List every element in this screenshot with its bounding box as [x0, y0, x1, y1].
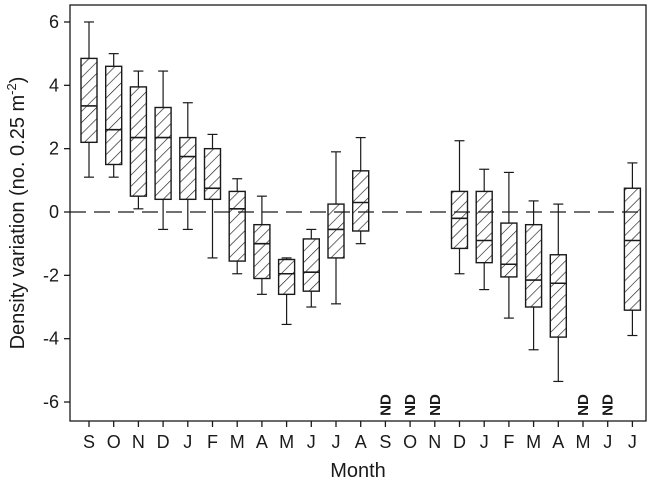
y-axis-title-close: ): [7, 77, 29, 84]
iqr-box: [450, 190, 469, 250]
box-group: [179, 102, 197, 231]
x-tick-label: A: [256, 432, 268, 452]
box-group: [352, 136, 370, 245]
iqr-box: [327, 203, 345, 259]
box-group: [549, 203, 567, 383]
x-tick-label: D: [157, 432, 170, 452]
iqr-box: [154, 106, 172, 201]
box-group: [302, 228, 320, 308]
box-group: [524, 200, 543, 351]
x-tick-label: M: [279, 432, 294, 452]
iqr-box: [253, 223, 271, 280]
box-group: [129, 70, 148, 210]
y-tick-label: -2: [43, 265, 59, 285]
box-group: [475, 168, 493, 291]
x-tick-label: M: [576, 432, 591, 452]
y-tick-label: 2: [49, 139, 59, 159]
no-data-label: ND: [600, 394, 617, 416]
no-data-label: ND: [402, 394, 419, 416]
box-group: ND: [600, 394, 617, 416]
iqr-box: [475, 190, 493, 264]
x-tick-label: M: [230, 432, 245, 452]
x-tick-label: F: [207, 432, 218, 452]
box-group: [203, 133, 222, 259]
iqr-box: [179, 136, 197, 201]
x-tick-label: O: [403, 432, 417, 452]
iqr-box: [228, 190, 246, 262]
box-series: ND ND ND ND ND: [80, 21, 642, 416]
box-group: [450, 140, 469, 275]
box-group: [253, 195, 271, 295]
iqr-box: [129, 86, 148, 197]
box-group: [623, 162, 642, 337]
x-tick-label: A: [552, 432, 564, 452]
box-group: ND: [575, 394, 592, 416]
x-tick-label: N: [428, 432, 441, 452]
y-tick-label: 4: [49, 75, 59, 95]
y-tick-label: -4: [43, 329, 59, 349]
y-tick-label: 6: [49, 12, 59, 32]
box-group: [228, 178, 246, 275]
iqr-box: [549, 254, 567, 338]
iqr-box: [277, 258, 296, 296]
box-group: [277, 257, 296, 326]
no-data-label: ND: [427, 394, 444, 416]
box-group: [327, 151, 345, 305]
iqr-box: [302, 238, 320, 292]
y-axis-title-main: Density variation (no. 0.25 m: [7, 95, 29, 350]
no-data-label: ND: [377, 394, 394, 416]
box-group: [500, 171, 518, 319]
x-tick-label: O: [107, 432, 121, 452]
box-group: [80, 21, 98, 178]
no-data-label: ND: [575, 394, 592, 416]
iqr-box: [80, 57, 98, 144]
y-tick-label: 0: [49, 202, 59, 222]
iqr-box: [352, 170, 370, 232]
iqr-box: [104, 65, 123, 166]
y-axis-title: Density variation (no. 0.25 m-2): [4, 77, 29, 350]
y-tick-label: -6: [43, 392, 59, 412]
iqr-box: [623, 187, 642, 311]
iqr-box: [203, 147, 222, 201]
x-tick-label: J: [603, 432, 612, 452]
x-tick-label: J: [307, 432, 316, 452]
x-tick-label: D: [453, 432, 466, 452]
iqr-box: [500, 222, 518, 278]
box-group: ND: [427, 394, 444, 416]
y-axis: 6 4 2 0 -2 -4 -6: [43, 12, 70, 412]
box-group: ND: [377, 394, 394, 416]
x-tick-label: J: [183, 432, 192, 452]
box-group: [154, 70, 172, 231]
x-tick-label: J: [480, 432, 489, 452]
x-tick-label: A: [355, 432, 367, 452]
box-group: [104, 53, 123, 178]
x-tick-label: J: [628, 432, 637, 452]
x-axis-title: Month: [330, 460, 386, 482]
box-group: ND: [402, 394, 419, 416]
x-tick-label: J: [332, 432, 341, 452]
x-tick-label: S: [379, 432, 391, 452]
y-axis-title-superscript: -2: [4, 83, 19, 95]
x-tick-label: M: [526, 432, 541, 452]
plot-frame: [69, 4, 647, 422]
iqr-box: [524, 223, 543, 308]
x-tick-label: S: [83, 432, 95, 452]
x-tick-label: F: [503, 432, 514, 452]
x-tick-label: N: [132, 432, 145, 452]
